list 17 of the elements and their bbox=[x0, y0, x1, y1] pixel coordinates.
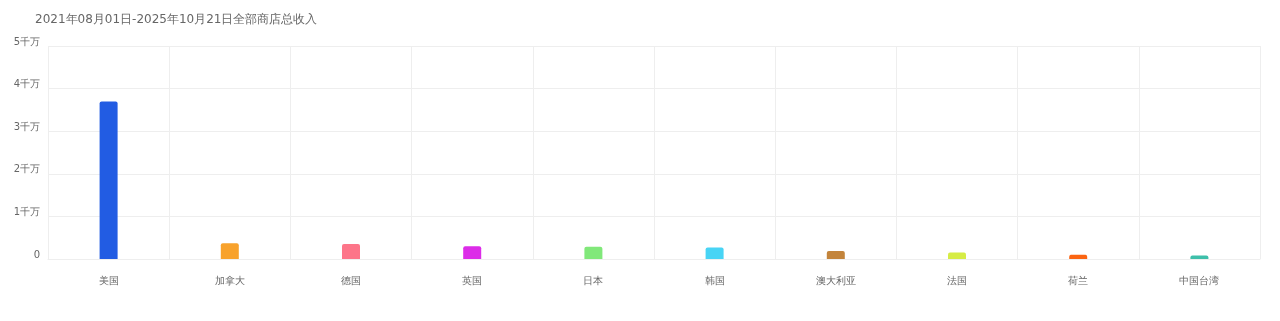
x-tick-label: 美国 bbox=[98, 274, 119, 286]
y-tick-label: 5千万 bbox=[13, 35, 40, 47]
x-tick-label: 德国 bbox=[341, 274, 361, 286]
x-tick-label: 韩国 bbox=[704, 274, 725, 286]
y-tick-label: 1千万 bbox=[13, 205, 40, 217]
y-tick-label: 3千万 bbox=[13, 120, 40, 132]
y-tick-label: 0 bbox=[33, 248, 40, 260]
x-tick-label: 加拿大 bbox=[214, 274, 245, 286]
x-tick-label: 日本 bbox=[583, 274, 604, 286]
x-tick-label: 英国 bbox=[462, 274, 483, 286]
y-tick-label: 2千万 bbox=[13, 163, 40, 175]
x-tick-label: 澳大利亚 bbox=[815, 274, 856, 286]
x-tick-label: 中国台湾 bbox=[1179, 274, 1220, 286]
y-tick-label: 4千万 bbox=[13, 78, 40, 90]
x-tick-label: 法国 bbox=[947, 274, 967, 286]
x-tick-label: 荷兰 bbox=[1068, 274, 1089, 286]
chart-title: 2021年08月01日-2025年10月21日全部商店总收入 bbox=[35, 12, 318, 26]
